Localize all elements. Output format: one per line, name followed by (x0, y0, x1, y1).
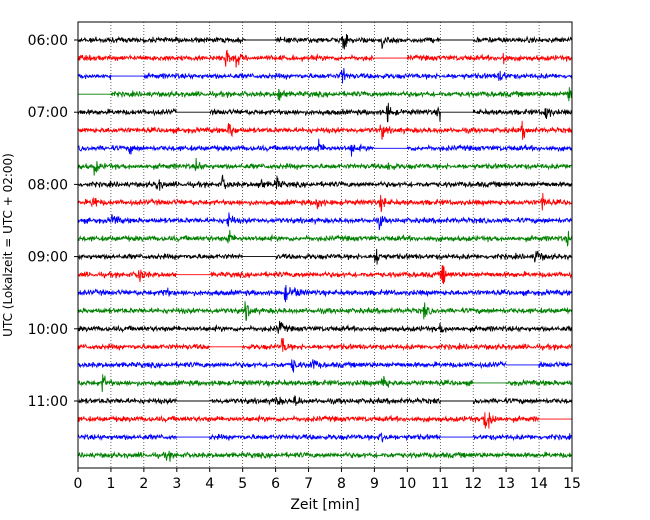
trace-1130 (77, 432, 573, 443)
x-tick-label: 0 (74, 476, 83, 492)
y-tick-label: 10:00 (28, 322, 68, 338)
trace-1145 (77, 450, 573, 462)
trace-lines (77, 33, 573, 462)
y-axis-ticks: 06:00 07:00 08:00 09:00 10:00 11:00 (28, 33, 78, 410)
trace-0900 (77, 248, 573, 265)
trace-1015 (77, 337, 573, 352)
y-tick-label: 06:00 (28, 33, 68, 49)
trace-0630 (77, 68, 573, 84)
x-tick-label: 9 (370, 476, 379, 492)
y-axis-label: UTC (Lokalzeit = UTC + 02:00) (1, 153, 15, 337)
trace-1115 (77, 412, 572, 429)
x-tick-label: 7 (304, 476, 313, 492)
plot-frame (77, 21, 573, 469)
x-tick-label: 11 (431, 476, 449, 492)
trace-0615 (77, 49, 573, 68)
trace-0715 (77, 120, 573, 140)
trace-0815 (77, 192, 573, 213)
trace-0800 (77, 174, 573, 191)
x-tick-label: 14 (530, 476, 548, 492)
trace-0730 (77, 138, 573, 157)
trace-0830 (77, 212, 573, 231)
y-tick-label: 09:00 (28, 250, 68, 266)
x-tick-label: 13 (497, 476, 515, 492)
trace-0745 (77, 157, 573, 176)
y-tick-label: 08:00 (28, 177, 68, 193)
trace-0700 (77, 102, 573, 123)
trace-1030 (77, 359, 573, 373)
y-tick-label: 11:00 (28, 394, 68, 410)
x-axis-ticks: 0 1 2 3 4 5 6 7 8 9 10 11 12 13 14 15 (74, 468, 581, 492)
x-tick-label: 2 (139, 476, 148, 492)
x-tick-label: 10 (398, 476, 416, 492)
trace-1000 (77, 320, 573, 334)
x-tick-label: 1 (106, 476, 115, 492)
x-tick-label: 6 (271, 476, 280, 492)
x-tick-label: 3 (172, 476, 181, 492)
x-tick-label: 4 (205, 476, 214, 492)
trace-0845 (77, 229, 573, 247)
x-tick-label: 8 (337, 476, 346, 492)
trace-1045 (77, 374, 573, 393)
trace-0915 (77, 265, 573, 285)
trace-0945 (77, 301, 573, 321)
x-tick-label: 12 (464, 476, 482, 492)
trace-1100 (77, 394, 573, 406)
x-axis-label: Zeit [min] (290, 497, 359, 513)
y-tick-label: 07:00 (28, 105, 68, 121)
trace-0600 (77, 33, 573, 50)
trace-0645 (78, 87, 573, 102)
x-tick-label: 5 (238, 476, 247, 492)
trace-0930 (77, 284, 573, 303)
x-tick-label: 15 (563, 476, 581, 492)
